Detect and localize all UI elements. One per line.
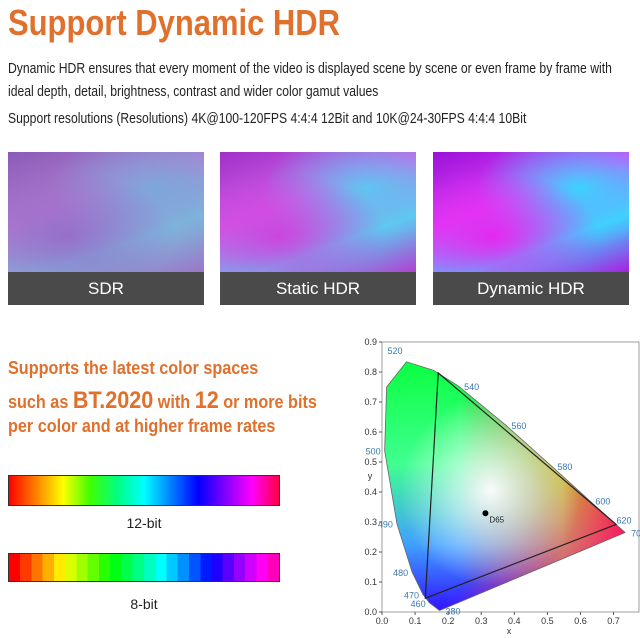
wavelength-label: 620 [617,516,632,526]
text: with [153,392,195,412]
feature-text: such as BT.2020 with 12 or more bits [8,387,317,415]
x-tick-label: 0.6 [574,616,587,626]
wavelength-label: 460 [411,599,426,609]
x-tick-label: 0.3 [475,616,488,626]
gradient-bar [8,553,280,582]
comparison-panel: Static HDR [220,152,416,305]
x-tick-label: 0.4 [508,616,521,626]
y-tick-label: 0.4 [364,487,377,497]
y-tick-label: 0.2 [364,547,377,557]
y-tick-label: 0.5 [364,457,377,467]
text: BT.2020 [72,387,154,414]
x-tick-label: 0.2 [442,616,455,626]
wavelength-label: 560 [511,421,526,431]
y-tick-label: 0.6 [364,427,377,437]
white-point-label: D65 [489,515,504,524]
image [8,152,204,272]
bt2020-gamut [424,371,618,600]
comparison-panel: Dynamic HDR [433,152,629,305]
wavelength-label: 470 [404,591,419,601]
bar-label: 12-bit [126,515,162,531]
gradient-bar [8,475,280,506]
y-tick-label: 0.8 [364,367,377,377]
locus-fill [384,361,626,611]
feature-text: Supports the latest color spaces [8,358,259,378]
wavelength-label: 700 [631,529,640,539]
plot-frame [381,341,640,613]
wavelength-label: 480 [393,568,408,578]
description: Dynamic HDR ensures that every moment of… [8,61,612,100]
wavelength-label: 500 [366,447,381,457]
wavelength-label: 580 [557,462,572,472]
title: Support Dynamic HDR [8,2,341,43]
image [220,152,416,272]
wavelength-label: 380 [446,607,461,617]
y-tick-label: 0.0 [364,607,377,617]
comparison-panel: SDR [8,152,204,305]
y-tick-label: 0.1 [364,577,377,587]
x-tick-label: 0.0 [376,616,389,626]
feature-text: per color and at higher frame rates [8,416,276,436]
y-tick-label: 0.3 [364,517,377,527]
wavelength-label: 600 [595,496,610,506]
x-tick-label: 0.7 [607,616,620,626]
text: such as [8,392,73,412]
white-point [482,510,489,517]
x-axis-label: x [507,626,512,636]
description: Support resolutions (Resolutions) 4K@100… [8,111,527,127]
y-tick-label: 0.9 [364,337,377,347]
color-fill [384,361,626,611]
wavelength-label: 520 [387,346,402,356]
text: or more bits [218,392,317,412]
image [433,152,629,272]
caption: Static HDR [220,272,416,305]
wavelength-label: 540 [464,382,479,392]
caption: SDR [8,272,204,305]
caption: Dynamic HDR [433,272,629,305]
wavelength-label: 490 [378,520,393,530]
text: 12 [194,387,219,414]
x-tick-label: 0.1 [409,616,422,626]
bar-label: 8-bit [130,596,158,612]
y-axis-label: y [368,471,373,481]
x-tick-label: 0.5 [541,616,554,626]
y-tick-label: 0.7 [364,397,377,407]
